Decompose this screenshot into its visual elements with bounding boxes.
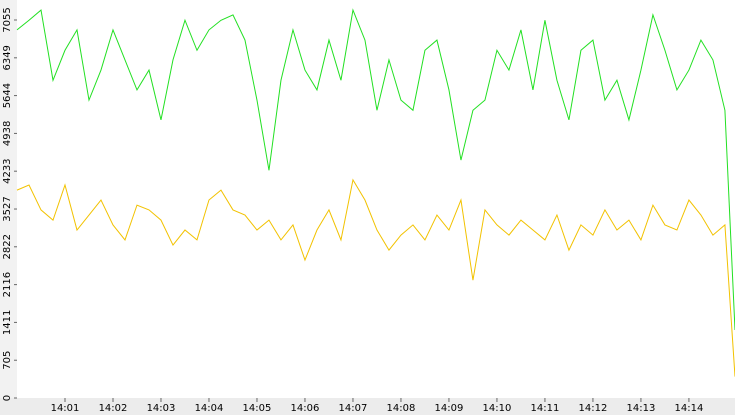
x-tick-label: 14:14 [675, 403, 704, 414]
x-tick-label: 14:04 [195, 403, 224, 414]
y-tick-label: 0 [2, 395, 13, 401]
y-tick-label: 6349 [2, 45, 13, 70]
y-tick-label: 4938 [2, 121, 13, 146]
y-tick-label: 2116 [2, 272, 13, 297]
y-tick-label: 705 [2, 351, 13, 370]
y-tick-label: 7055 [2, 7, 13, 32]
y-tick-label: 1411 [2, 310, 13, 335]
x-tick-label: 14:01 [51, 403, 80, 414]
x-tick-label: 14:09 [435, 403, 464, 414]
series-line [16, 178, 735, 377]
x-axis-band [0, 398, 735, 415]
x-tick-label: 14:12 [579, 403, 608, 414]
x-tick-label: 14:13 [627, 403, 656, 414]
x-tick-label: 14:05 [243, 403, 272, 414]
x-tick-label: 14:08 [387, 403, 416, 414]
x-tick-label: 14:02 [99, 403, 128, 414]
y-tick-label: 3527 [2, 196, 13, 221]
x-tick-label: 14:11 [531, 403, 560, 414]
x-tick-label: 14:10 [483, 403, 512, 414]
x-tick-label: 14:03 [147, 403, 176, 414]
y-tick-label: 2822 [2, 234, 13, 259]
y-axis-band [0, 0, 17, 415]
y-tick-label: 4233 [2, 158, 13, 183]
x-tick-label: 14:07 [339, 403, 368, 414]
x-tick-label: 14:06 [291, 403, 320, 414]
y-tick-label: 5644 [2, 83, 13, 108]
series-line [16, 8, 735, 330]
